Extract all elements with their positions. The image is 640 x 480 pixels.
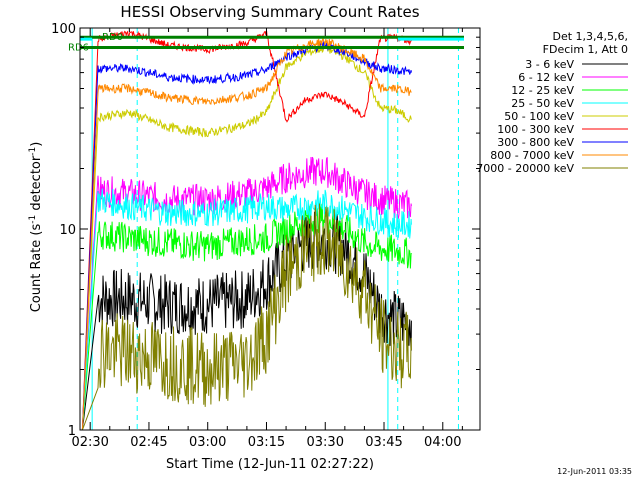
legend-label-8: 7000 - 20000 keV (476, 162, 574, 175)
legend-label-5: 100 - 300 keV (497, 123, 574, 136)
series-line-7 (81, 36, 412, 431)
y-axis-label-sup1: -1 (28, 215, 38, 224)
ytick-label-1: 10 (59, 223, 76, 238)
legend-header-line1: Det 1,3,4,5,6, (552, 30, 628, 43)
y-axis-label-main: Count Rate (s (29, 224, 44, 313)
series-7 (81, 36, 412, 431)
series-0 (81, 211, 412, 431)
legend-label-6: 300 - 800 keV (497, 136, 574, 149)
legend: Det 1,3,4,5,6, FDecim 1, Att 0 3 - 6 keV… (476, 30, 628, 175)
y-axis-label-end: ) (29, 142, 44, 147)
xtick-label-1: 02:45 (130, 435, 167, 450)
legend-label-1: 6 - 12 keV (518, 71, 574, 84)
ytick-label-2: 100 (51, 22, 76, 37)
rd-label-0: RD0 (102, 32, 123, 43)
y-axis-label-sup2: -1 (28, 147, 38, 156)
rd-label-1: RD6 (68, 42, 89, 53)
chart-title: HESSI Observing Summary Count Rates (120, 3, 419, 21)
footer-timestamp: 12-Jun-2011 03:35 (557, 467, 632, 476)
series-4 (81, 43, 412, 431)
xtick-label-5: 03:45 (365, 435, 402, 450)
series-8 (81, 203, 412, 431)
legend-label-0: 3 - 6 keV (525, 58, 574, 71)
legend-header-line2: FDecim 1, Att 0 (543, 43, 628, 56)
xtick-label-4: 03:30 (307, 435, 344, 450)
xtick-label-3: 03:15 (248, 435, 285, 450)
legend-label-7: 800 - 7000 keV (490, 149, 574, 162)
ytick-label-0: 1 (68, 424, 76, 439)
plot-area (91, 28, 459, 430)
legend-label-4: 50 - 100 keV (504, 110, 574, 123)
series-line-0 (81, 211, 412, 431)
series-layer (81, 30, 412, 431)
series-line-2 (81, 202, 412, 431)
axes: 1 10 100 02:30 02:45 03:00 03:15 03:30 03:45 04:0… (51, 22, 481, 450)
series-line-1 (81, 156, 412, 431)
y-axis-label: Count Rate (s-1 detector-1) (28, 142, 44, 313)
series-line-8 (81, 203, 412, 431)
series-3 (81, 188, 412, 431)
x-axis-label: Start Time (12-Jun-11 02:27:22) (166, 457, 374, 472)
annotations: RD0 RD6 (68, 32, 464, 53)
series-2 (81, 202, 412, 431)
series-1 (81, 156, 412, 431)
xtick-label-2: 03:00 (189, 435, 226, 450)
series-line-4 (81, 43, 412, 431)
legend-label-3: 25 - 50 keV (511, 97, 574, 110)
y-axis-label-mid: detector (29, 155, 44, 215)
series-line-3 (81, 188, 412, 431)
xtick-label-6: 04:00 (424, 435, 461, 450)
xtick-label-0: 02:30 (71, 435, 108, 450)
legend-label-2: 12 - 25 keV (511, 84, 574, 97)
